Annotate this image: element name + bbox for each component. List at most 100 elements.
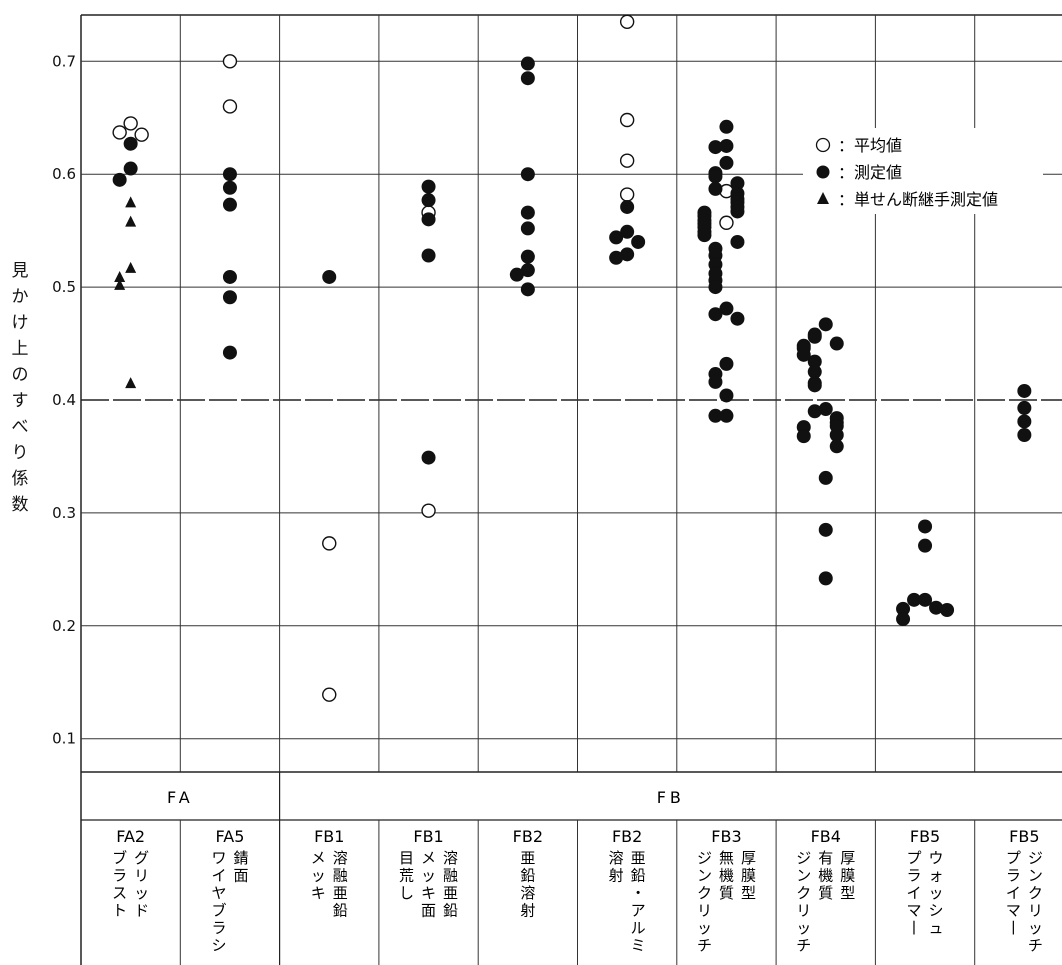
category-code: FB5 — [1009, 827, 1039, 846]
category-code: FB2 — [612, 827, 642, 846]
category-desc-char: ワ — [211, 849, 226, 867]
category-desc-char: キ — [311, 884, 326, 902]
y-axis-label-char: 見 — [11, 261, 29, 281]
category-code: FB5 — [910, 827, 940, 846]
measured-value-point — [520, 221, 535, 236]
mean-value-point — [322, 687, 337, 702]
measured-value-point — [719, 388, 734, 403]
category-desc-char: シ — [929, 902, 944, 920]
measured-value-point — [1017, 400, 1032, 415]
measured-value-point — [719, 301, 734, 316]
measured-value-point — [520, 167, 535, 182]
legend-open-circle-icon — [815, 137, 831, 153]
y-tick-label: 0.1 — [52, 730, 76, 748]
mean-value-point — [719, 215, 734, 230]
y-axis-label-char: べ — [11, 417, 29, 437]
legend-filled-circle-icon — [816, 165, 830, 179]
measured-value-point — [708, 169, 723, 184]
measured-value-point — [421, 212, 436, 227]
category-desc-char: チ — [697, 937, 712, 955]
legend-label: ：単せん断継手測定値 — [838, 190, 998, 209]
measured-value-point — [907, 592, 922, 607]
category-desc-char: ッ — [134, 884, 149, 902]
measured-value-point — [719, 408, 734, 423]
category-desc-char: 溶 — [520, 884, 535, 902]
measured-value-point — [818, 470, 833, 485]
mean-value-point — [619, 187, 635, 202]
measured-value-point — [620, 247, 635, 262]
y-axis-label-char: の — [11, 365, 29, 385]
mean-value-point — [222, 54, 238, 69]
measured-value-point — [631, 234, 646, 249]
measured-value-point — [520, 249, 535, 264]
category-desc-char: マ — [907, 902, 922, 920]
mean-value-point — [123, 116, 138, 131]
category-desc-char: ミ — [631, 937, 646, 955]
category-desc-char: 溶 — [333, 849, 348, 867]
mean-value-point — [619, 112, 635, 128]
category-desc-char: ス — [112, 884, 127, 902]
measured-value-point — [421, 248, 436, 263]
y-axis-ticks: 0.7 0.6 0.5 0.4 0.3 0.2 0.1 — [52, 52, 76, 747]
category-desc-char: ン — [796, 867, 811, 885]
measured-value-point — [719, 356, 734, 371]
measured-value-point — [222, 180, 237, 195]
y-axis-label-char: け — [11, 313, 29, 333]
category-desc-char: 丨 — [907, 919, 922, 937]
measured-value-point — [708, 374, 723, 389]
category-desc-char: ジ — [697, 849, 712, 867]
measured-value-point — [818, 522, 833, 537]
measured-value-point — [520, 71, 535, 86]
measured-value-point — [222, 290, 237, 305]
category-desc-char: ル — [631, 919, 646, 937]
category-desc-char: ン — [1028, 867, 1043, 885]
category-desc-char: ・ — [631, 884, 646, 902]
legend: ：平均値 ：測定値 ：単せん断継手測定値 — [803, 128, 1043, 214]
data-points — [112, 14, 1032, 702]
category-desc-char: ド — [134, 902, 149, 920]
y-tick-label: 0.6 — [52, 165, 76, 183]
plot-frame — [80, 14, 1062, 965]
measured-value-point — [620, 224, 635, 239]
measured-value-point — [730, 176, 745, 191]
mean-value-point — [222, 99, 238, 114]
category-desc-char: 亜 — [333, 884, 348, 902]
category-desc-char: イ — [1006, 884, 1021, 902]
measured-value-point — [1017, 414, 1032, 429]
measured-value-point — [708, 408, 723, 423]
group-label-fb: FB — [657, 788, 685, 807]
single-shear-point — [125, 196, 137, 208]
legend-triangle-icon — [817, 192, 829, 204]
measured-value-point — [918, 519, 933, 534]
category-desc-char: ヤ — [211, 884, 226, 902]
category-desc-char: ジ — [1028, 849, 1043, 867]
category-desc-char: ッ — [1028, 919, 1043, 937]
category-desc-char: ブ — [211, 902, 226, 920]
category-code: FA5 — [216, 827, 245, 846]
category-desc-char: し — [399, 884, 414, 902]
measured-value-point — [818, 571, 833, 586]
measured-value-point — [929, 600, 944, 615]
category-desc-char: 融 — [333, 867, 348, 885]
category-desc-char: ン — [697, 867, 712, 885]
single-shear-point — [125, 215, 137, 227]
category-desc-char: 無 — [719, 849, 734, 867]
category-desc-char: 厚 — [741, 849, 756, 867]
measured-value-point — [520, 263, 535, 278]
measured-value-point — [918, 592, 933, 607]
measured-value-point — [896, 612, 911, 627]
category-desc-char: メ — [421, 849, 436, 867]
category-desc-char: ッ — [697, 919, 712, 937]
measured-value-point — [1017, 383, 1032, 398]
measured-value-point — [322, 269, 337, 284]
category-desc-char: リ — [1028, 902, 1043, 920]
category-desc-char: 膜 — [840, 867, 855, 885]
measured-value-point — [719, 138, 734, 153]
category-desc-char: 型 — [840, 884, 855, 902]
y-axis-label-char: 数 — [11, 495, 29, 515]
measured-value-point — [807, 329, 822, 344]
category-desc-char: ウ — [929, 849, 944, 867]
y-axis-label-char: 係 — [11, 469, 29, 489]
legend-box — [803, 128, 1043, 214]
